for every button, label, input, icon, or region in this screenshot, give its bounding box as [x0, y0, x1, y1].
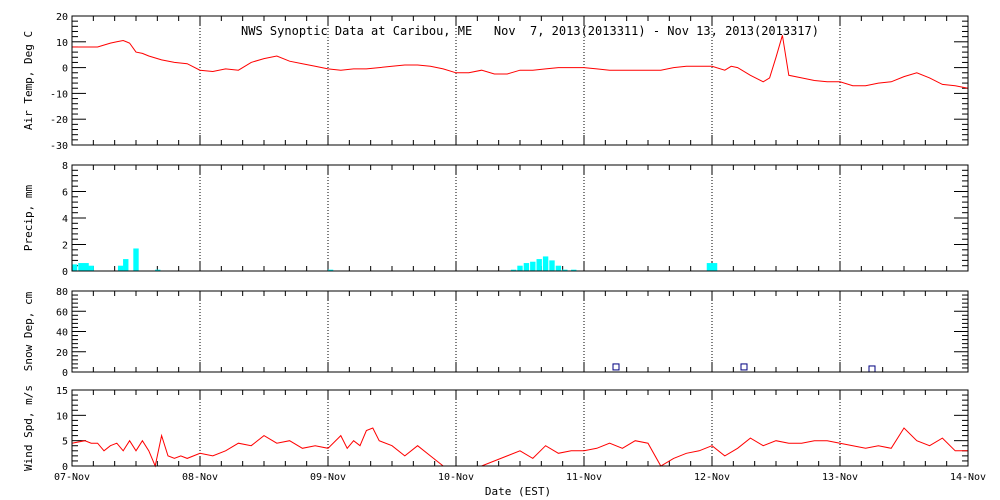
y-tick-label: 20	[56, 348, 68, 359]
y-tick-label: -20	[50, 115, 68, 126]
precip-bar	[549, 260, 555, 271]
y-tick-label: 20	[56, 12, 68, 23]
y-tick-label: 5	[62, 437, 68, 448]
series-line-air-temp	[72, 35, 969, 89]
panel-frame	[71, 389, 969, 467]
y-tick-label: 2	[62, 241, 68, 252]
precip-bar	[542, 256, 549, 271]
x-tick-label: 10-Nov	[438, 472, 474, 483]
chart-panels: -30 -20 -10 0 10 20 Air Temp, Deg C 0 2 4 6 8 Precip…	[22, 12, 969, 473]
x-tick-label: 14-Nov	[950, 472, 986, 483]
panel-air-temp: -30 -20 -10 0 10 20 Air Temp, Deg C	[22, 12, 969, 152]
y-tick-label: -10	[50, 89, 68, 100]
precip-bar	[123, 259, 129, 271]
y-axis-title: Snow Dep, cm	[22, 291, 35, 371]
y-tick-label: 4	[62, 214, 68, 225]
precip-bar	[78, 263, 84, 271]
precip-bar	[706, 263, 713, 271]
x-tick-label: 13-Nov	[822, 472, 858, 483]
y-tick-label: 0	[62, 462, 68, 473]
precip-bar	[510, 269, 517, 271]
precip-bar	[571, 269, 577, 271]
precip-bar	[536, 259, 542, 271]
snow-depth-point	[868, 365, 876, 373]
precip-bar	[117, 265, 124, 271]
y-tick-label: 0	[62, 368, 68, 379]
x-tick-label: 07-Nov	[54, 472, 90, 483]
y-tick-label: 40	[56, 328, 68, 339]
x-axis-title: Date (EST)	[485, 485, 551, 498]
panel-frame	[71, 164, 969, 272]
y-tick-label: 8	[62, 161, 68, 172]
precip-bar	[562, 269, 568, 271]
y-tick-label: 10	[56, 38, 68, 49]
precip-bar	[711, 263, 718, 271]
panel-frame	[71, 290, 969, 373]
y-axis-title: Wind Spd, m/s	[22, 385, 35, 471]
y-tick-label: 0	[62, 267, 68, 278]
precip-bar	[555, 265, 562, 271]
precip-bar	[88, 265, 94, 271]
chart-title: NWS Synoptic Data at Caribou, ME Nov 7, …	[241, 24, 819, 38]
y-tick-label: 80	[56, 287, 68, 298]
panel-wind-speed: 0 5 10 15 Wind Spd, m/s	[22, 385, 969, 473]
snow-depth-point	[740, 363, 748, 371]
snow-depth-point	[612, 363, 620, 371]
precip-bar	[155, 269, 161, 271]
y-tick-label: 0	[62, 64, 68, 75]
precip-bar	[83, 263, 89, 271]
y-axis-title: Precip, mm	[22, 185, 35, 252]
precip-bar	[327, 269, 334, 271]
precip-bar	[71, 264, 78, 271]
panel-frame	[71, 15, 969, 146]
y-tick-label: -30	[50, 141, 68, 152]
precip-bar	[517, 265, 523, 271]
y-axis-title: Air Temp, Deg C	[22, 31, 35, 130]
y-tick-label: 60	[56, 307, 68, 318]
y-tick-label: 10	[56, 411, 68, 422]
series-line-wind-speed	[71, 427, 968, 468]
y-tick-label: 6	[62, 188, 68, 199]
x-tick-label: 08-Nov	[182, 472, 218, 483]
precip-bar	[133, 248, 139, 271]
panel-precip: 0 2 4 6 8 Precip, mm	[22, 161, 969, 278]
panel-snow-depth: 0 20 40 60 80 Snow Dep, cm	[22, 287, 969, 379]
x-tick-labels: 07-Nov 08-Nov 09-Nov 10-Nov 11-Nov 12-Nov 13-N…	[54, 472, 986, 483]
x-tick-label: 12-Nov	[694, 472, 730, 483]
y-tick-label: 15	[56, 386, 68, 397]
precip-bar	[530, 261, 536, 271]
precip-bar	[523, 263, 530, 271]
x-tick-label: 09-Nov	[310, 472, 346, 483]
x-tick-label: 11-Nov	[566, 472, 602, 483]
